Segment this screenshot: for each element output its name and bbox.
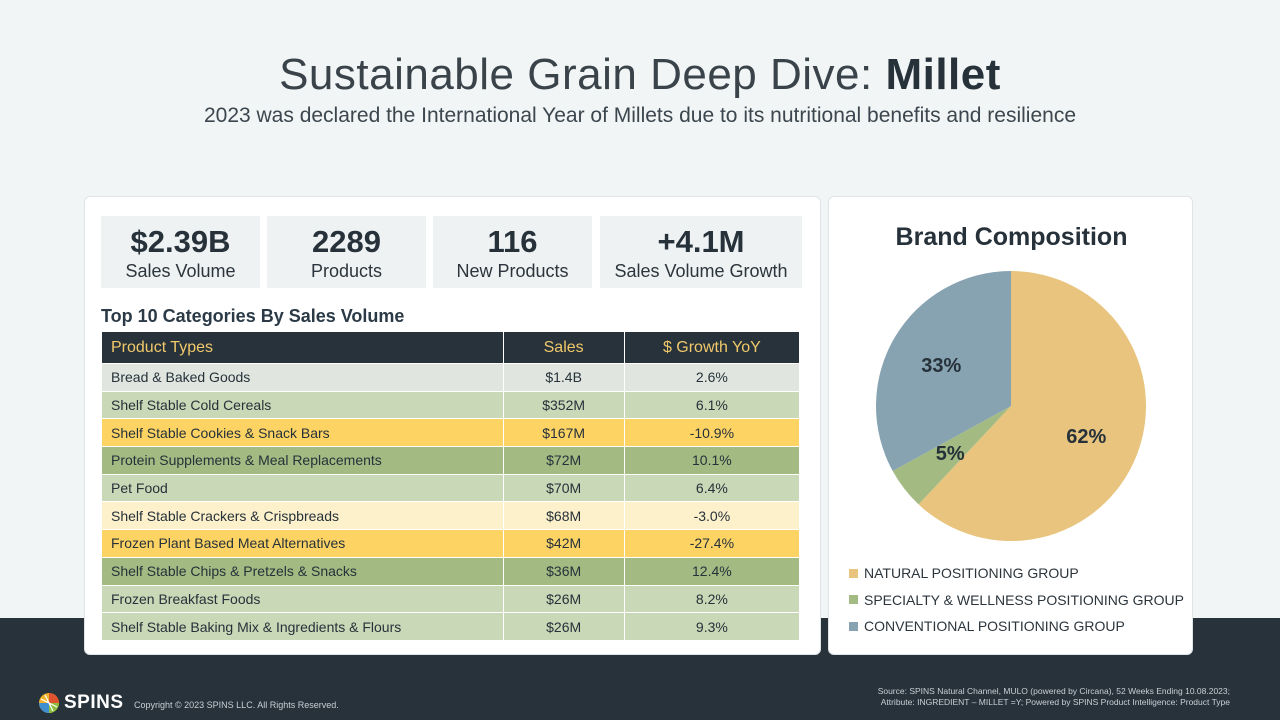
spins-logo: SPINS bbox=[38, 692, 124, 714]
table-row: Pet Food $70M 6.4% bbox=[101, 473, 801, 503]
source-line: Source: SPINS Natural Channel, MULO (pow… bbox=[877, 686, 1230, 696]
legend-swatch bbox=[849, 568, 858, 578]
legend-swatch bbox=[849, 595, 858, 605]
cell-sales: $68M bbox=[502, 501, 625, 531]
header-sales: Sales bbox=[502, 331, 625, 364]
cell-product-type: Pet Food bbox=[101, 473, 504, 503]
copyright-text: Copyright © 2023 SPINS LLC. All Rights R… bbox=[134, 700, 339, 710]
kpi-sales-volume-growth: +4.1M Sales Volume Growth bbox=[600, 216, 802, 288]
header-product-types: Product Types bbox=[101, 331, 504, 364]
table-row: Bread & Baked Goods $1.4B 2.6% bbox=[101, 363, 801, 392]
cell-growth: 10.1% bbox=[623, 446, 801, 475]
kpi-value: 2289 bbox=[312, 224, 381, 259]
cell-sales: $352M bbox=[502, 390, 625, 420]
brand-composition-card: Brand Composition 62% 5% 33% NATURAL POSIT… bbox=[828, 196, 1193, 655]
legend-swatch bbox=[849, 621, 858, 631]
table-row: Shelf Stable Crackers & Crispbreads $68M -… bbox=[101, 501, 801, 531]
table-title: Top 10 Categories By Sales Volume bbox=[101, 306, 405, 326]
cell-sales: $70M bbox=[502, 473, 625, 503]
cell-growth: -10.9% bbox=[623, 418, 801, 448]
legend-label: NATURAL POSITIONING GROUP bbox=[864, 565, 1079, 582]
brand-composition-pie: 62% 5% 33% bbox=[876, 271, 1146, 541]
legend-label: SPECIALTY & WELLNESS POSITIONING GROUP bbox=[864, 591, 1185, 608]
cell-product-type: Shelf Stable Baking Mix & Ingredients & … bbox=[101, 612, 504, 641]
cell-growth: 2.6% bbox=[623, 363, 801, 392]
table-header-row: Product Types Sales $ Growth YoY bbox=[101, 331, 801, 364]
cell-sales: $1.4B bbox=[502, 363, 625, 392]
sales-summary-card: $2.39B Sales Volume 2289 Products 116 Ne… bbox=[84, 196, 821, 655]
table-row: Shelf Stable Cold Cereals $352M 6.1% bbox=[101, 390, 801, 420]
kpi-label: Sales Volume bbox=[125, 261, 236, 281]
kpi-products: 2289 Products bbox=[267, 216, 426, 288]
cell-growth: -3.0% bbox=[623, 501, 801, 531]
kpi-label: New Products bbox=[456, 261, 569, 281]
kpi-value: $2.39B bbox=[130, 224, 231, 259]
table-row: Shelf Stable Baking Mix & Ingredients & … bbox=[101, 612, 801, 641]
source-line: Attribute: INGREDIENT – MILLET =Y; Power… bbox=[880, 697, 1230, 707]
table-row: Shelf Stable Cookies & Snack Bars $167M -1… bbox=[101, 418, 801, 448]
kpi-label: Products bbox=[310, 261, 383, 281]
logo-text: SPINS bbox=[64, 692, 124, 713]
cell-sales: $72M bbox=[502, 446, 625, 475]
pie-slice-specialty-wellness bbox=[892, 406, 1011, 505]
pie-data-label: 62% bbox=[1066, 426, 1106, 448]
kpi-value: +4.1M bbox=[657, 224, 745, 259]
table-row: Frozen Breakfast Foods $26M 8.2% bbox=[101, 584, 801, 614]
pie-legend: NATURAL POSITIONING GROUP SPECIALTY & WEL… bbox=[849, 560, 1184, 640]
cell-product-type: Frozen Plant Based Meat Alternatives bbox=[101, 529, 504, 558]
kpi-label: Sales Volume Growth bbox=[614, 261, 788, 281]
pie-slice-natural bbox=[918, 271, 1146, 541]
cell-product-type: Protein Supplements & Meal Replacements bbox=[101, 446, 504, 475]
cell-growth: 6.4% bbox=[623, 473, 801, 503]
cell-product-type: Shelf Stable Cold Cereals bbox=[101, 390, 504, 420]
legend-label: CONVENTIONAL POSITIONING GROUP bbox=[864, 618, 1125, 635]
source-note: Source: SPINS Natural Channel, MULO (pow… bbox=[878, 686, 1230, 708]
kpi-sales-volume: $2.39B Sales Volume bbox=[101, 216, 260, 288]
cell-growth: 8.2% bbox=[623, 584, 801, 614]
legend-item: CONVENTIONAL POSITIONING GROUP bbox=[849, 613, 1184, 640]
header-growth: $ Growth YoY bbox=[623, 331, 801, 364]
legend-item: SPECIALTY & WELLNESS POSITIONING GROUP bbox=[849, 587, 1184, 614]
cell-product-type: Bread & Baked Goods bbox=[101, 363, 504, 392]
legend-item: NATURAL POSITIONING GROUP bbox=[849, 560, 1184, 587]
cell-sales: $26M bbox=[502, 584, 625, 614]
table-row: Protein Supplements & Meal Replacements $… bbox=[101, 446, 801, 475]
pie-slice-conventional bbox=[876, 271, 1011, 472]
kpi-value: 116 bbox=[487, 224, 538, 259]
page-subtitle: 2023 was declared the International Year… bbox=[203, 104, 1077, 127]
cell-sales: $36M bbox=[502, 556, 625, 586]
pie-title: Brand Composition bbox=[895, 223, 1128, 251]
cell-product-type: Frozen Breakfast Foods bbox=[101, 584, 504, 614]
page-title: Sustainable Grain Deep Dive: Millet bbox=[279, 50, 1001, 99]
cell-product-type: Shelf Stable Chips & Pretzels & Snacks bbox=[101, 556, 504, 586]
cell-growth: 6.1% bbox=[623, 390, 801, 420]
cell-sales: $167M bbox=[502, 418, 625, 448]
spins-logo-icon bbox=[39, 693, 59, 713]
kpi-new-products: 116 New Products bbox=[433, 216, 592, 288]
cell-product-type: Shelf Stable Cookies & Snack Bars bbox=[101, 418, 504, 448]
pie-data-label: 33% bbox=[921, 355, 961, 377]
cell-sales: $42M bbox=[502, 529, 625, 558]
table-row: Shelf Stable Chips & Pretzels & Snacks $3… bbox=[101, 556, 801, 586]
pie-data-label: 5% bbox=[936, 443, 965, 465]
cell-growth: 12.4% bbox=[623, 556, 801, 586]
cell-growth: -27.4% bbox=[623, 529, 801, 558]
cell-product-type: Shelf Stable Crackers & Crispbreads bbox=[101, 501, 504, 531]
cell-growth: 9.3% bbox=[623, 612, 801, 641]
table-row: Frozen Plant Based Meat Alternatives $42M… bbox=[101, 529, 801, 558]
categories-table: Product Types Sales $ Growth YoY Bread &… bbox=[101, 331, 801, 641]
cell-sales: $26M bbox=[502, 612, 625, 641]
